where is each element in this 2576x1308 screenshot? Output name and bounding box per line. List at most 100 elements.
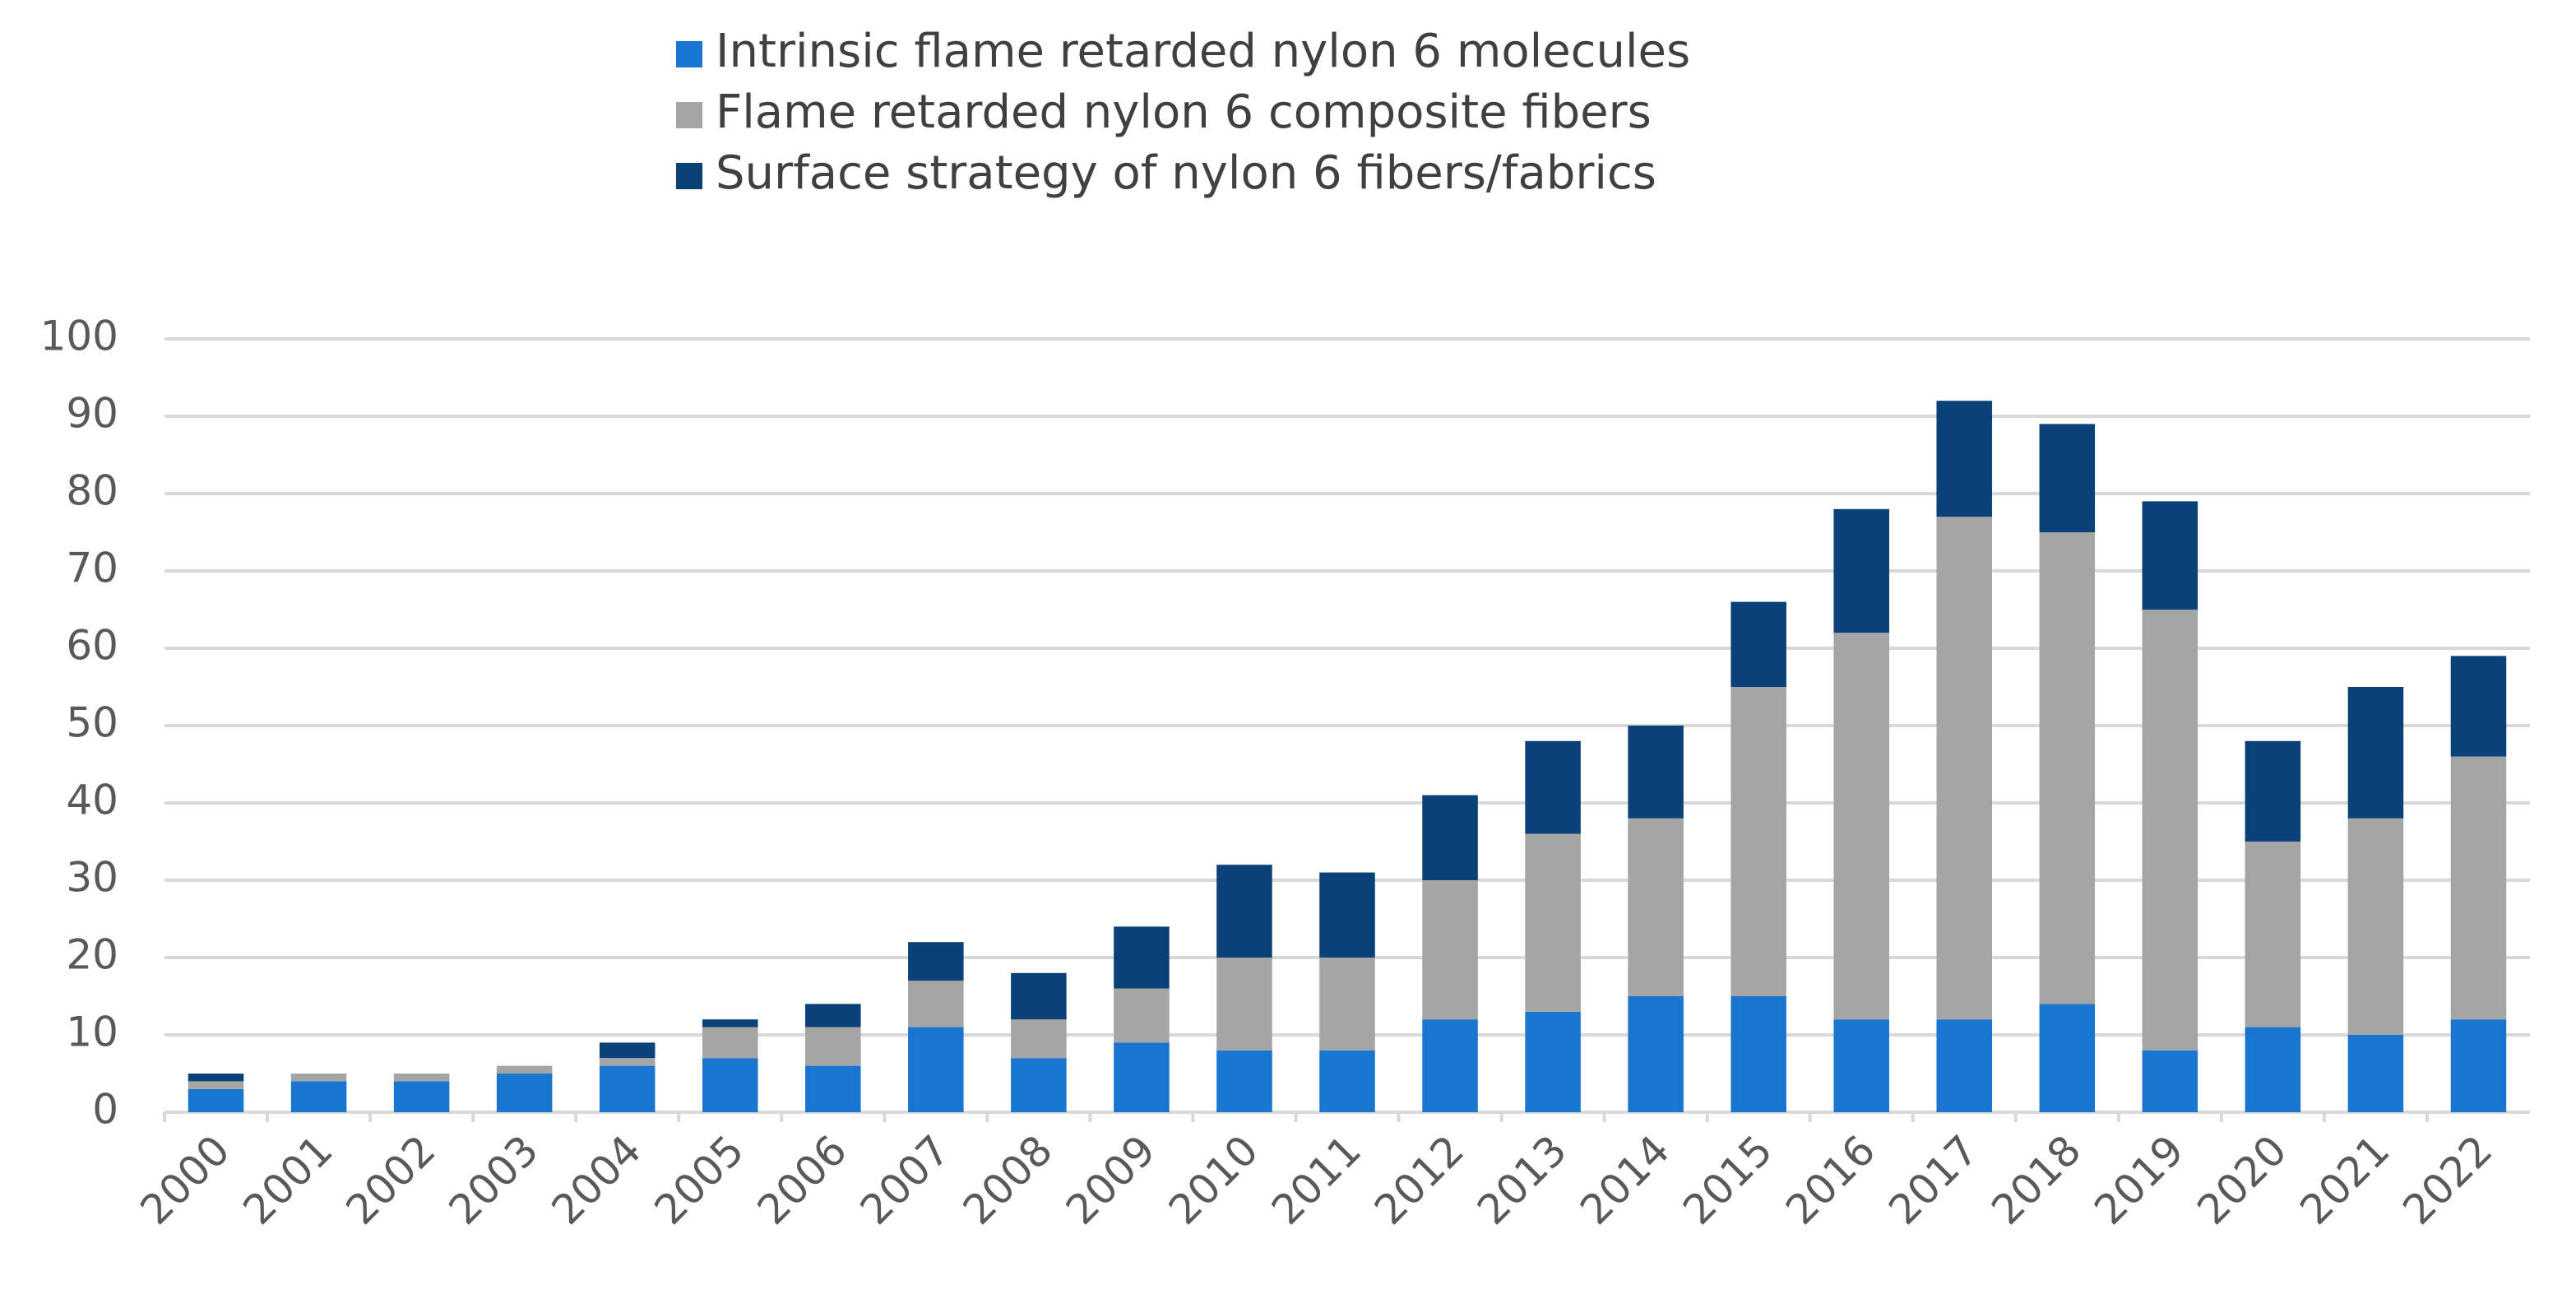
x-tick-label: 2016 xyxy=(1777,1126,1884,1234)
bar-segment xyxy=(1936,517,1993,1020)
x-tick-label: 2008 xyxy=(954,1126,1062,1234)
legend-swatch xyxy=(676,41,702,67)
bar-segment xyxy=(2450,756,2507,1020)
bar-segment xyxy=(1628,996,1684,1112)
x-tick-label: 2007 xyxy=(851,1126,959,1234)
bar-segment xyxy=(1525,1011,1581,1112)
y-tick-label: 20 xyxy=(66,931,118,979)
bar-segment xyxy=(1114,926,1170,989)
bar-segment xyxy=(2142,1050,2198,1112)
bar-segment xyxy=(1319,872,1375,958)
bar-segment xyxy=(1216,1050,1272,1112)
y-tick-label: 50 xyxy=(66,699,118,747)
bar-segment xyxy=(599,1058,656,1066)
bar-segment xyxy=(805,1065,861,1112)
bar-segment xyxy=(908,981,964,1027)
x-tick-label: 2017 xyxy=(1879,1126,1987,1234)
bar-segment xyxy=(496,1074,553,1112)
bar-segment xyxy=(1422,795,1478,880)
bar-segment xyxy=(599,1065,656,1112)
x-tick-label: 2006 xyxy=(748,1126,856,1234)
legend-label: Surface strategy of nylon 6 fibers/fabri… xyxy=(716,146,1656,200)
bar-segment xyxy=(1011,972,1067,1020)
bar-segment xyxy=(496,1065,553,1074)
x-tick-label: 2002 xyxy=(337,1126,445,1234)
bar-segment xyxy=(1525,833,1581,1012)
bar-segment xyxy=(702,1058,758,1112)
bar-segment xyxy=(2347,818,2404,1035)
bar-segment xyxy=(1114,988,1170,1043)
bar-segment xyxy=(1011,1019,1067,1059)
y-tick-label: 60 xyxy=(66,622,118,670)
bar-segment xyxy=(1833,508,1889,633)
y-tick-label: 0 xyxy=(92,1086,118,1134)
bar-segment xyxy=(2245,740,2301,842)
bar-segment xyxy=(1525,740,1581,834)
bar-segment xyxy=(290,1081,347,1112)
x-tick-label: 2005 xyxy=(646,1126,753,1234)
x-tick-label: 2018 xyxy=(1982,1126,2090,1234)
y-tick-label: 80 xyxy=(66,467,118,515)
bar-segment xyxy=(1011,1058,1067,1112)
x-tick-label: 2015 xyxy=(1674,1126,1781,1234)
bar-segment xyxy=(1216,958,1272,1051)
bar-segment xyxy=(2142,610,2198,1051)
x-tick-label: 2003 xyxy=(440,1126,548,1234)
bar-segment xyxy=(1730,601,1786,687)
bar-segment xyxy=(1319,1050,1375,1112)
bar-segment xyxy=(1422,1019,1478,1112)
bar-segment xyxy=(2347,1035,2404,1112)
bar-segment xyxy=(1833,1019,1889,1112)
y-tick-label: 30 xyxy=(66,854,118,902)
bar-segment xyxy=(188,1088,244,1112)
x-tick-label: 2010 xyxy=(1160,1126,1267,1234)
bar-segment xyxy=(2039,532,2096,1004)
bar-segment xyxy=(1730,687,1786,996)
bar-segment xyxy=(188,1074,244,1082)
bar-segment xyxy=(2450,656,2507,757)
x-tick-label: 2012 xyxy=(1365,1126,1473,1234)
bar-segment xyxy=(393,1074,450,1082)
bar-segment xyxy=(2039,1004,2096,1112)
bar-segment xyxy=(188,1081,244,1089)
bar-segment xyxy=(2039,424,2096,532)
y-tick-label: 70 xyxy=(66,545,118,592)
bar-segment xyxy=(1628,726,1684,819)
x-tick-label: 2001 xyxy=(234,1126,342,1234)
y-tick-label: 100 xyxy=(40,313,118,360)
bar-segment xyxy=(599,1042,656,1059)
legend-swatch xyxy=(676,102,702,128)
y-tick-label: 90 xyxy=(66,390,118,438)
bar-segment xyxy=(2347,687,2404,819)
bar-segment xyxy=(702,1027,758,1059)
bar-segment xyxy=(1114,1042,1170,1112)
bar-segment xyxy=(1833,633,1889,1020)
bar-segment xyxy=(2245,842,2301,1027)
x-tick-label: 2022 xyxy=(2394,1126,2502,1234)
bar-segment xyxy=(1628,818,1684,996)
x-tick-label: 2004 xyxy=(543,1126,651,1234)
bar-segment xyxy=(2142,501,2198,610)
x-tick-label: 2021 xyxy=(2291,1126,2398,1234)
x-tick-label: 2020 xyxy=(2188,1126,2296,1234)
x-tick-label: 2011 xyxy=(1263,1126,1370,1234)
bar-segment xyxy=(1216,865,1272,958)
y-tick-label: 10 xyxy=(66,1009,118,1056)
legend-label: Intrinsic flame retarded nylon 6 molecul… xyxy=(716,25,1690,78)
bar-segment xyxy=(805,1027,861,1066)
x-tick-label: 2000 xyxy=(132,1126,239,1234)
bar-segment xyxy=(908,1027,964,1112)
legend-label: Flame retarded nylon 6 composite fibers xyxy=(716,86,1652,139)
bar-segment xyxy=(1422,880,1478,1020)
bar-segment xyxy=(1730,996,1786,1112)
y-tick-label: 40 xyxy=(66,777,118,824)
bar-segment xyxy=(805,1004,861,1027)
bar-segment xyxy=(702,1019,758,1027)
x-tick-label: 2013 xyxy=(1468,1126,1576,1234)
bar-segment xyxy=(1319,958,1375,1051)
bar-segment xyxy=(908,942,964,981)
bar-segment xyxy=(290,1074,347,1082)
bar-segment xyxy=(2450,1019,2507,1112)
x-tick-label: 2014 xyxy=(1571,1126,1679,1234)
